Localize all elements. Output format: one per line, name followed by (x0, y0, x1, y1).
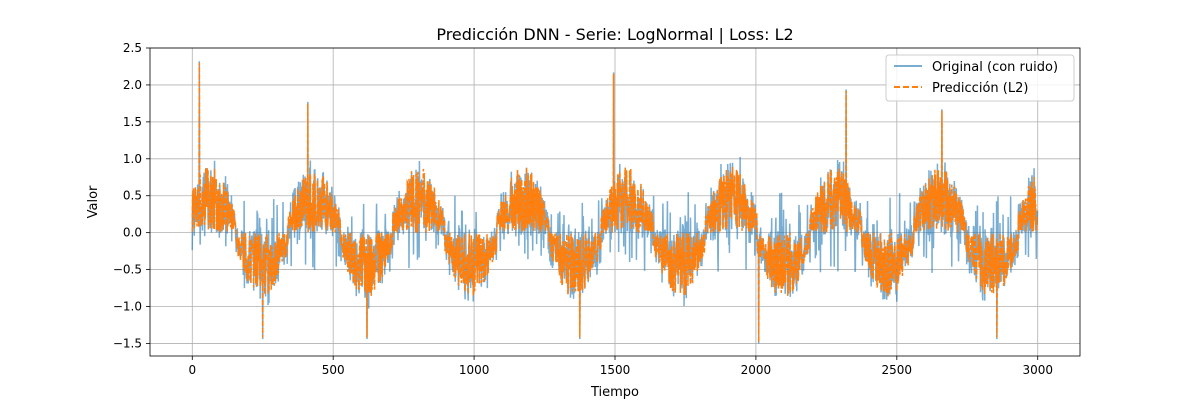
legend-box (885, 54, 1075, 102)
y-tick-label: −1.5 (113, 336, 142, 350)
legend-label-prediction: Predicción (L2) (932, 81, 1028, 96)
y-axis-label: Valor (86, 185, 101, 218)
prediction-series (191, 62, 1039, 342)
y-axis: −1.5 −1.0 −0.5 0.0 0.5 1.0 1.5 2.0 2.5 (113, 41, 150, 350)
y-tick-label: 0.0 (123, 226, 142, 240)
chart-title: Predicción DNN - Serie: LogNormal | Loss… (436, 25, 793, 44)
legend: Original (con ruido) Predicción (L2) (885, 54, 1075, 102)
x-axis-label: Tiempo (590, 385, 639, 400)
x-tick-label: 2000 (741, 363, 772, 377)
legend-label-original: Original (con ruido) (932, 60, 1058, 75)
x-tick-label: 3000 (1022, 363, 1053, 377)
x-tick-label: 1000 (459, 363, 490, 377)
x-tick-label: 1500 (600, 363, 631, 377)
y-tick-label: 2.0 (123, 78, 142, 92)
x-tick-label: 0 (188, 363, 196, 377)
y-tick-label: 1.5 (123, 115, 142, 129)
y-tick-label: −0.5 (113, 263, 142, 277)
x-tick-label: 2500 (882, 363, 913, 377)
x-tick-label: 500 (322, 363, 345, 377)
y-tick-label: 1.0 (123, 152, 142, 166)
y-tick-label: 0.5 (123, 189, 142, 203)
y-tick-label: −1.0 (113, 300, 142, 314)
y-tick-label: 2.5 (123, 41, 142, 55)
prediction-line (191, 62, 1039, 342)
x-axis: 0 500 1000 1500 2000 2500 3000 (188, 356, 1053, 377)
